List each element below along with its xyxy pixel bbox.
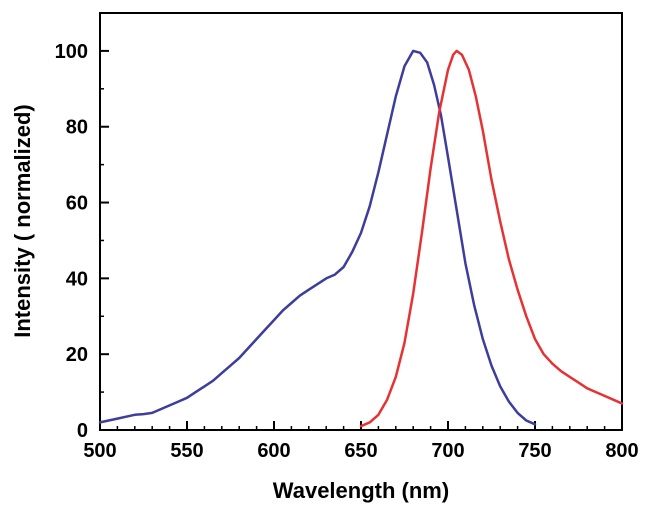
plot-frame	[99, 12, 623, 431]
y-tick-label: 80	[66, 117, 88, 139]
x-tick-label: 550	[170, 440, 203, 462]
y-tick-label: 0	[77, 420, 88, 442]
x-tick-label: 750	[518, 440, 551, 462]
red-spectrum-curve	[359, 49, 624, 428]
x-tick-label: 700	[431, 440, 464, 462]
x-tick-label: 500	[83, 440, 116, 462]
x-tick-label: 800	[605, 440, 638, 462]
blue-spectrum-curve	[98, 49, 537, 426]
y-tick-label: 100	[55, 41, 88, 63]
y-tick-label: 20	[66, 344, 88, 366]
x-tick-label: 600	[257, 440, 290, 462]
y-tick-label: 40	[66, 268, 88, 290]
x-axis-label: Wavelength (nm)	[272, 478, 450, 503]
y-tick-label: 60	[66, 193, 88, 215]
y-axis-label: Intensity ( normalized)	[10, 104, 35, 338]
x-tick-label: 650	[344, 440, 377, 462]
